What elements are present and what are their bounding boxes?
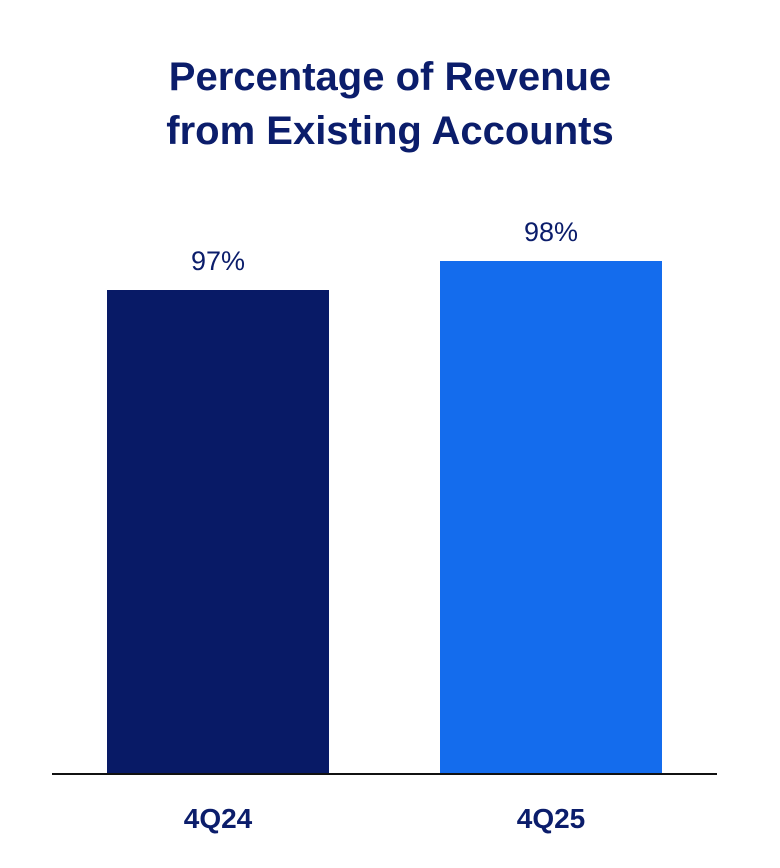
x-tick-label-4q24: 4Q24 xyxy=(184,803,253,834)
bar-4q25 xyxy=(440,261,662,774)
chart-title-line-1: Percentage of Revenue xyxy=(168,55,612,99)
chart-title: Percentage of Revenue from Existing Acco… xyxy=(0,50,780,158)
data-labels-layer: 97% 98% xyxy=(191,217,578,276)
x-tick-labels-layer: 4Q24 4Q25 xyxy=(184,803,586,834)
data-label-4q25: 98% xyxy=(524,217,578,247)
data-label-4q24: 97% xyxy=(191,246,245,276)
chart-title-line-2: from Existing Accounts xyxy=(166,109,614,153)
bar-4q24 xyxy=(107,290,329,774)
x-tick-label-4q25: 4Q25 xyxy=(517,803,586,834)
bars-layer xyxy=(107,261,662,774)
